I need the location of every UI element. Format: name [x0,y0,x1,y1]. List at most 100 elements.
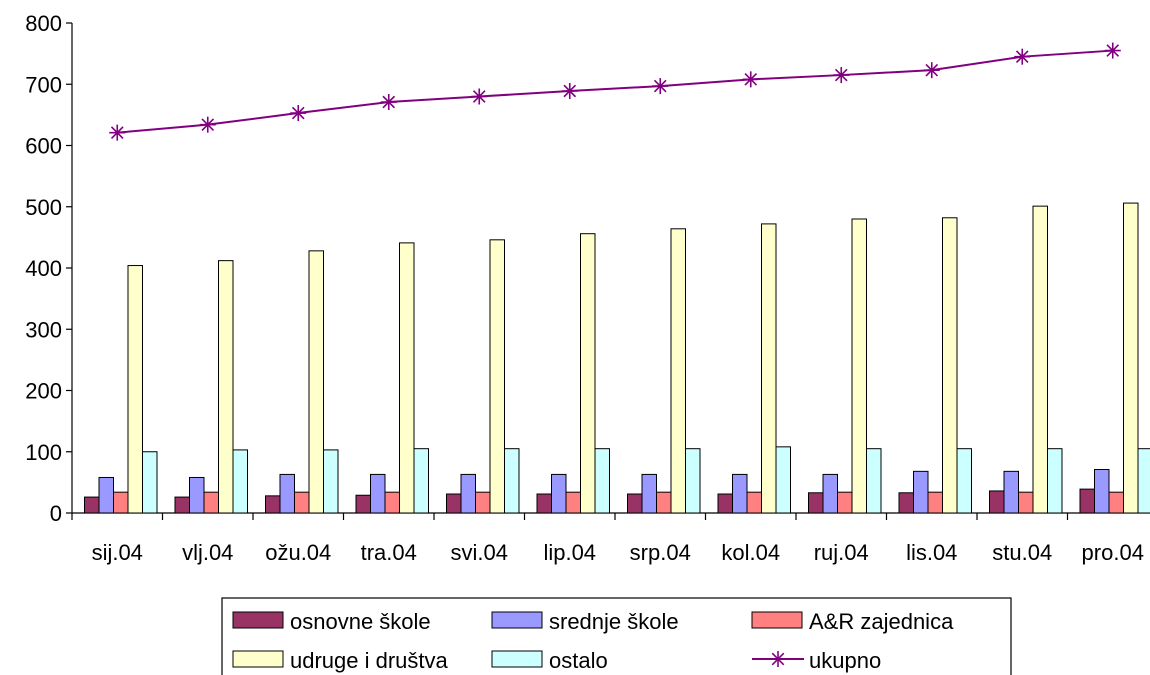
data-point [471,88,488,105]
bar [127,265,143,514]
legend-label: srednje škole [549,609,679,634]
x-tick-label: ožu.04 [265,540,331,565]
x-tick-label: tra.04 [361,540,417,565]
x-tick-label: sij.04 [92,540,143,565]
bar [142,451,158,514]
legend-item: osnovne škole [232,609,431,634]
x-tick-label: kol.04 [721,540,780,565]
legend-swatch [491,611,543,629]
bar [565,491,581,514]
bar [1047,448,1063,514]
bar [822,473,838,514]
bars [84,202,1150,514]
bar [913,470,929,514]
bar [265,495,281,514]
data-point [652,78,669,95]
data-point [561,82,578,99]
bar [1018,491,1034,514]
bar [98,476,114,514]
y-tick-label: 600 [25,134,62,159]
data-point [1104,42,1121,59]
x-tick-label: vlj.04 [182,540,233,565]
legend-frame [221,597,1012,675]
bar [956,448,972,514]
bar [594,448,610,514]
x-tick-label: stu.04 [992,540,1052,565]
bar [460,473,476,514]
bar [355,494,371,514]
y-tick-label: 100 [25,440,62,465]
legend: osnovne škole srednje škole A&R zajednica u… [221,597,1012,675]
bar [232,449,248,514]
bar [536,493,552,514]
bar [399,242,415,514]
legend-item: udruge i društva [232,648,449,673]
bar [775,446,791,514]
data-point [199,116,216,133]
bar [370,473,386,514]
legend-label: ukupno [809,648,881,673]
y-tick-label: 400 [25,256,62,281]
bar [308,250,324,514]
bar [641,473,657,514]
data-point [833,67,850,84]
legend-swatch [491,650,543,668]
bar [1032,205,1048,514]
legend-label: ostalo [549,648,608,673]
legend-item: ukupno [752,648,881,673]
axes: 0 100 200 300 400 500 600 700 800 sij.04 vlj.04 ožu… [25,11,1150,565]
data-point [380,94,397,111]
bar [504,448,520,514]
bar [1079,488,1095,514]
bar [761,223,777,514]
y-tick-label: 200 [25,379,62,404]
legend-swatch [751,611,803,629]
x-tick-label: lis.04 [906,540,957,565]
bar [656,491,672,514]
bar [218,260,234,514]
series-line [117,49,1113,134]
data-point [290,105,307,122]
bar [942,217,958,514]
data-point [742,71,759,88]
bar [898,492,914,514]
bar [323,449,339,514]
bar [84,496,100,514]
bar [808,492,824,514]
x-tick-label: lip.04 [543,540,596,565]
y-tick-label: 800 [25,11,62,36]
bar [279,473,295,514]
legend-label: osnovne škole [290,609,431,634]
legend-label: A&R zajednica [809,609,954,634]
bar [717,493,733,514]
x-tick-label: pro.04 [1082,540,1144,565]
data-point [923,62,940,79]
bar [1137,448,1150,514]
y-tick-label: 300 [25,317,62,342]
bar [989,490,1005,514]
bar [851,218,867,514]
bar [294,491,310,514]
bar [866,448,882,514]
bar [489,239,505,514]
bar [732,473,748,514]
x-tick-label: ruj.04 [814,540,869,565]
bar [174,496,190,514]
bar [685,448,701,514]
bar [446,493,462,514]
legend-swatch [232,611,284,629]
total-line [109,42,1121,141]
bar [203,491,219,514]
legend-item: A&R zajednica [751,609,954,634]
legend-swatch [232,650,284,668]
bar [1094,469,1110,514]
bar [1123,202,1139,514]
bar [1003,470,1019,514]
bar [627,493,643,514]
bar [113,491,129,514]
bar [1108,491,1124,514]
data-point [770,651,786,667]
y-tick-label: 0 [50,501,62,526]
bar [580,233,596,514]
bar [189,476,205,514]
